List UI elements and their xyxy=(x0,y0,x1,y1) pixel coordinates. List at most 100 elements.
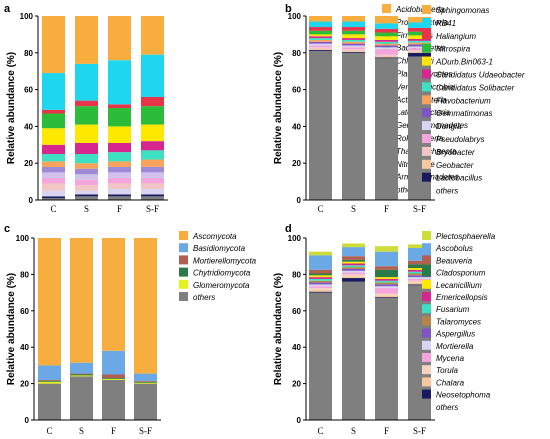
legend-item: Mortierellomycota xyxy=(179,255,257,265)
bar-segment xyxy=(309,36,332,39)
x-tick-label: F xyxy=(384,204,389,214)
bar-stack-C xyxy=(309,251,332,420)
legend-item: Beauveria xyxy=(422,255,473,265)
bar-segment xyxy=(70,373,93,375)
bar-segment xyxy=(342,38,365,40)
bar-segment xyxy=(408,22,431,28)
legend-swatch xyxy=(422,95,431,105)
legend-swatch xyxy=(422,56,431,66)
legend-label: Candidatus Udaeobacter xyxy=(436,71,525,80)
legend-item: Glomeromycota xyxy=(179,279,250,290)
legend-label: Geobacter xyxy=(436,161,474,170)
bar-segment xyxy=(108,183,131,189)
bar-segment xyxy=(108,188,131,195)
panel-label: c xyxy=(4,223,10,235)
bar-stack-S xyxy=(70,238,93,420)
legend-swatch xyxy=(422,82,431,92)
bar-segment xyxy=(141,188,164,195)
legend-item: Plectosphaerella xyxy=(422,231,496,241)
x-tick-label: S-F xyxy=(413,426,426,436)
legend-label: Aspergillus xyxy=(435,330,475,339)
bar-segment xyxy=(375,54,398,57)
bar-segment xyxy=(134,380,157,382)
bar-segment xyxy=(108,196,131,200)
legend-label: Cladosporium xyxy=(436,269,486,278)
bar-stack-S-F xyxy=(134,238,157,420)
bar-segment xyxy=(408,268,431,270)
legend-item: Talaromyces xyxy=(422,316,481,326)
legend-swatch xyxy=(422,43,431,53)
bar-segment xyxy=(75,174,98,180)
legend-item: others xyxy=(422,185,458,196)
legend-label: Fusarium xyxy=(436,305,470,314)
legend-label: Beauveria xyxy=(436,256,473,265)
bar-segment xyxy=(70,362,93,374)
y-axis-label: Relative abundance (%) xyxy=(6,273,17,385)
y-tick-label: 100 xyxy=(288,234,302,243)
x-tick-label: C xyxy=(317,426,323,436)
x-tick-label: C xyxy=(46,426,52,436)
bar-segment xyxy=(408,275,431,278)
bar-segment xyxy=(134,381,157,383)
legend-item: Chalara xyxy=(422,377,465,387)
bar-segment xyxy=(342,270,365,273)
bar-segment xyxy=(141,159,164,167)
legend-swatch xyxy=(422,328,431,338)
bar-segment xyxy=(408,282,431,285)
bar-segment xyxy=(309,291,332,293)
bar-segment xyxy=(309,16,332,22)
bar-segment xyxy=(141,124,164,142)
legend-swatch xyxy=(422,185,431,195)
y-tick-label: 80 xyxy=(292,49,301,58)
bar-segment xyxy=(75,168,98,175)
bar-segment xyxy=(375,47,398,50)
bar-segment xyxy=(309,278,332,281)
bar-segment xyxy=(141,54,164,97)
bar-stack-S xyxy=(75,16,98,200)
legend-label: Acidobacteria xyxy=(395,5,445,14)
bar-segment xyxy=(102,379,125,420)
legend-item: Candidatus Udaeobacter xyxy=(422,69,525,80)
legend-swatch xyxy=(422,389,431,399)
bar-segment xyxy=(408,278,431,281)
bar-stack-S-F xyxy=(141,16,164,200)
legend-swatch xyxy=(422,279,431,289)
bar-segment xyxy=(42,109,65,114)
bar-segment xyxy=(342,261,365,264)
panel-label: a xyxy=(4,3,11,15)
bar-segment xyxy=(408,42,431,45)
legend-swatch xyxy=(422,121,431,131)
legend-label: Mycena xyxy=(436,354,465,363)
y-tick-label: 20 xyxy=(24,159,33,168)
bar-segment xyxy=(342,21,365,28)
bar-segment xyxy=(375,277,398,279)
x-tick-label: F xyxy=(111,426,116,436)
legend-swatch xyxy=(422,172,431,182)
bar-segment xyxy=(42,16,65,74)
bar-segment xyxy=(75,163,98,169)
bar-segment xyxy=(309,41,332,44)
bar-segment xyxy=(342,50,365,52)
legend-swatch xyxy=(422,316,431,326)
bar-segment xyxy=(408,40,431,43)
bar-segment xyxy=(141,141,164,151)
bar-segment xyxy=(375,295,398,298)
x-tick-label: S-F xyxy=(139,426,152,436)
legend-label: Candidatus Solibacter xyxy=(436,83,515,92)
legend-swatch xyxy=(422,17,431,27)
bar-segment xyxy=(342,259,365,262)
bar-segment xyxy=(134,238,157,374)
bar-segment xyxy=(42,177,65,184)
legend-label: Chytridiomycota xyxy=(193,269,251,278)
legend-swatch xyxy=(422,5,431,14)
x-tick-label: S-F xyxy=(413,204,426,214)
bar-segment xyxy=(141,16,164,55)
bar-segment xyxy=(342,34,365,39)
bar-segment xyxy=(75,190,98,195)
legend-label: Mortierella xyxy=(436,342,474,351)
bar-segment xyxy=(309,286,332,289)
legend-swatch xyxy=(422,255,431,265)
bar-segment xyxy=(408,280,431,283)
x-tick-label: F xyxy=(117,204,122,214)
